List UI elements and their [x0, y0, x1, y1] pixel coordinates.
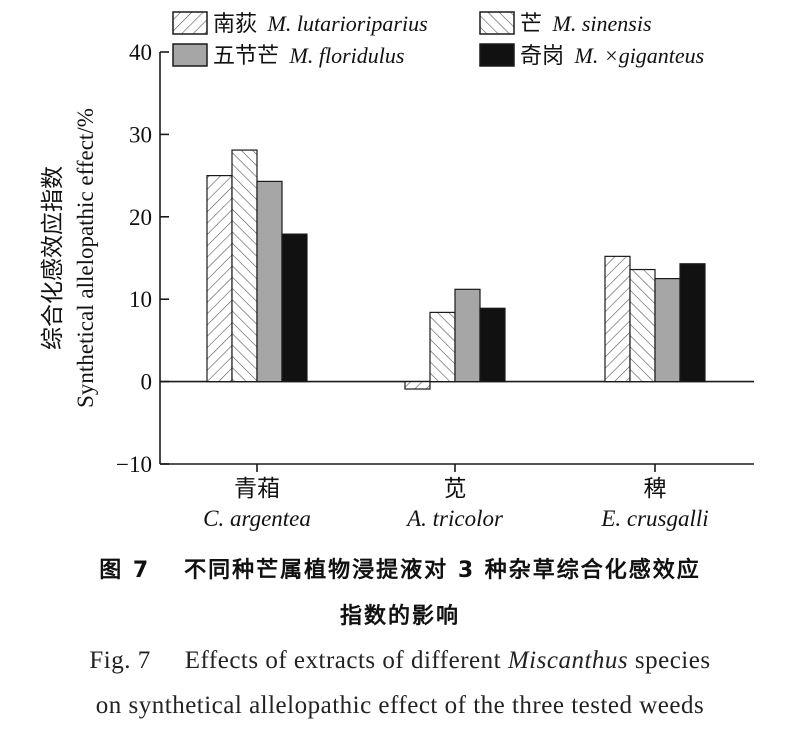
legend-item-lutarioriparius: 南荻 M. lutarioriparius	[172, 11, 428, 36]
bars	[206, 149, 706, 390]
legend-item-floridulus: 五节芒 M. floridulus	[172, 43, 404, 68]
svg-text:南荻 M. lutarioriparius: 南荻 M. lutarioriparius	[213, 11, 428, 36]
bar	[679, 263, 706, 383]
bar	[281, 233, 308, 383]
y-tick-label: 40	[129, 40, 152, 65]
legend-label-latin: M. ×giganteus	[574, 43, 705, 68]
caption-en-text-a: Effects of extracts of different	[184, 647, 508, 674]
legend-label-cn: 南荻	[213, 11, 257, 36]
legend-swatch	[172, 11, 208, 35]
x-category-label-latin: C. argentea	[203, 506, 311, 531]
x-category-label-latin: E. crusgalli	[600, 506, 708, 531]
caption-cn-line2: 指数的影响	[0, 598, 800, 630]
caption-en-genus: Miscanthus	[507, 647, 629, 674]
legend-swatch	[172, 43, 208, 67]
legend-swatch	[479, 43, 515, 67]
legend-label-latin: M. floridulus	[289, 43, 405, 68]
svg-text:奇岗 M. ×giganteus: 奇岗 M. ×giganteus	[520, 43, 704, 68]
bar	[604, 255, 631, 383]
y-ticks: 40 30 20 10 0 −10	[116, 40, 169, 477]
legend-label-cn: 五节芒	[213, 43, 279, 68]
x-category-label-cn: 稗	[644, 476, 667, 501]
caption-en-text-b: species	[628, 647, 711, 674]
legend-item-sinensis: 芒 M. sinensis	[479, 11, 652, 36]
bar	[404, 381, 431, 390]
caption-cn-text-2: 指数的影响	[339, 604, 460, 629]
bar	[256, 180, 283, 383]
caption-en-text-2: on synthetical allelopathic effect of th…	[95, 692, 705, 719]
legend-swatch	[479, 11, 515, 35]
caption-cn-figure-number: 图 7	[99, 558, 151, 583]
bar	[629, 268, 656, 383]
y-tick-label: 0	[141, 370, 153, 395]
caption-en-line1: Fig. 7 Effects of extracts of different M…	[0, 647, 800, 675]
svg-text:五节芒 M. floridulus: 五节芒 M. floridulus	[213, 43, 404, 68]
y-tick-label: 30	[129, 122, 152, 147]
legend-item-giganteus: 奇岗 M. ×giganteus	[479, 43, 704, 68]
bar	[206, 175, 233, 383]
y-tick-label: −10	[116, 452, 152, 477]
x-categories: 青葙 C. argentea 苋 A. tricolor 稗 E. crusgalli	[203, 464, 709, 531]
caption-cn-text: 不同种芒属植物浸提液对 3 种杂草综合化感效应	[184, 558, 701, 583]
caption-cn-line1: 图 7 不同种芒属植物浸提液对 3 种杂草综合化感效应	[0, 552, 800, 584]
x-category-label-latin: A. tricolor	[405, 506, 504, 531]
bar	[454, 288, 481, 383]
x-category-label-cn: 青葙	[234, 476, 280, 501]
legend-label-cn: 芒	[520, 11, 542, 36]
bar	[654, 278, 681, 383]
bar	[429, 311, 456, 383]
bar-chart: 南荻 M. lutarioriparius 芒 M. sinensis 五节芒 …	[40, 11, 754, 531]
legend-label-latin: M. lutarioriparius	[267, 11, 428, 36]
x-category-label-cn: 苋	[444, 476, 467, 501]
y-axis-title: Synthetical allelopathic effect/%	[73, 108, 98, 408]
bar	[479, 307, 506, 383]
legend: 南荻 M. lutarioriparius 芒 M. sinensis 五节芒 …	[172, 11, 704, 68]
legend-label-cn: 奇岗	[520, 43, 564, 68]
bar	[231, 149, 258, 383]
y-tick-label: 10	[129, 287, 152, 312]
svg-text:芒 M. sinensis: 芒 M. sinensis	[520, 11, 652, 36]
caption-en-line2: on synthetical allelopathic effect of th…	[0, 692, 800, 720]
y-tick-label: 20	[129, 205, 152, 230]
legend-label-latin: M. sinensis	[552, 11, 652, 36]
caption-en-figure-number: Fig. 7	[89, 647, 151, 674]
y-axis-title-cn: 综合化感效应指数	[40, 166, 65, 350]
